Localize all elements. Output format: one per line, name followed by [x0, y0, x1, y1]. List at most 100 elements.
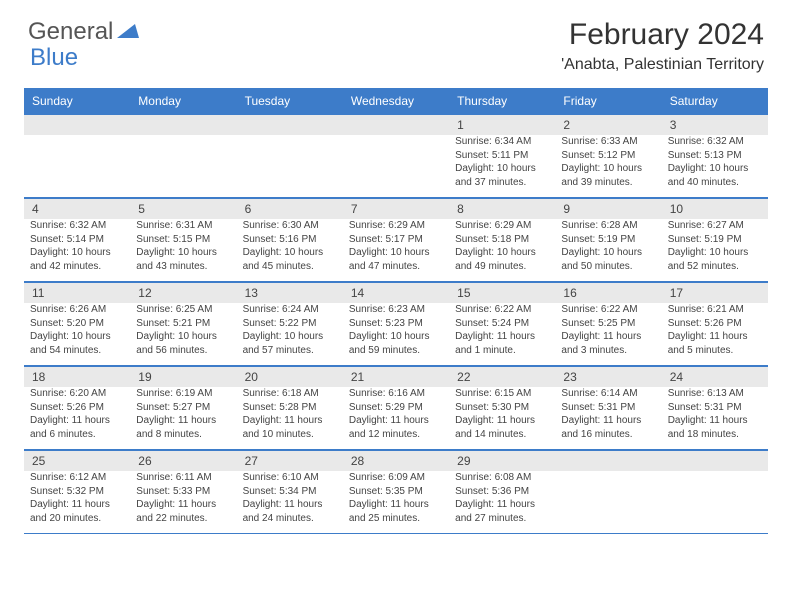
day-cell: Sunrise: 6:08 AMSunset: 5:36 PMDaylight:… [449, 471, 555, 533]
header: General February 2024 'Anabta, Palestini… [0, 0, 792, 82]
day-number: 10 [662, 199, 768, 219]
title-block: February 2024 'Anabta, Palestinian Terri… [561, 18, 764, 74]
day-number: 16 [555, 283, 661, 303]
sunset-text: Sunset: 5:11 PM [455, 149, 549, 163]
week-row: Sunrise: 6:12 AMSunset: 5:32 PMDaylight:… [24, 471, 768, 534]
sunset-text: Sunset: 5:18 PM [455, 233, 549, 247]
sunset-text: Sunset: 5:17 PM [349, 233, 443, 247]
day-number: 4 [24, 199, 130, 219]
sunrise-text: Sunrise: 6:19 AM [136, 387, 230, 401]
day-cell: Sunrise: 6:11 AMSunset: 5:33 PMDaylight:… [130, 471, 236, 533]
sunrise-text: Sunrise: 6:15 AM [455, 387, 549, 401]
sunset-text: Sunset: 5:28 PM [243, 401, 337, 415]
sunset-text: Sunset: 5:29 PM [349, 401, 443, 415]
daylight-text: Daylight: 10 hours and 52 minutes. [668, 246, 762, 273]
sunset-text: Sunset: 5:22 PM [243, 317, 337, 331]
daylight-text: Daylight: 11 hours and 5 minutes. [668, 330, 762, 357]
day-cell: Sunrise: 6:09 AMSunset: 5:35 PMDaylight:… [343, 471, 449, 533]
day-number: 27 [237, 451, 343, 471]
sunrise-text: Sunrise: 6:29 AM [455, 219, 549, 233]
sunset-text: Sunset: 5:23 PM [349, 317, 443, 331]
day-number: 15 [449, 283, 555, 303]
day-cell [130, 135, 236, 197]
day-cell: Sunrise: 6:30 AMSunset: 5:16 PMDaylight:… [237, 219, 343, 281]
day-cell: Sunrise: 6:19 AMSunset: 5:27 PMDaylight:… [130, 387, 236, 449]
daylight-text: Daylight: 10 hours and 54 minutes. [30, 330, 124, 357]
weekday-header: Monday [130, 88, 236, 114]
day-number [130, 115, 236, 135]
day-cell [555, 471, 661, 533]
daylight-text: Daylight: 11 hours and 1 minute. [455, 330, 549, 357]
daylight-text: Daylight: 10 hours and 57 minutes. [243, 330, 337, 357]
weekday-header: Sunday [24, 88, 130, 114]
daylight-text: Daylight: 11 hours and 22 minutes. [136, 498, 230, 525]
sunset-text: Sunset: 5:14 PM [30, 233, 124, 247]
day-number: 17 [662, 283, 768, 303]
day-number: 20 [237, 367, 343, 387]
day-number-strip: 123 [24, 114, 768, 135]
day-number-strip: 45678910 [24, 198, 768, 219]
sunrise-text: Sunrise: 6:31 AM [136, 219, 230, 233]
day-cell: Sunrise: 6:13 AMSunset: 5:31 PMDaylight:… [662, 387, 768, 449]
sunrise-text: Sunrise: 6:14 AM [561, 387, 655, 401]
daylight-text: Daylight: 11 hours and 16 minutes. [561, 414, 655, 441]
sunrise-text: Sunrise: 6:21 AM [668, 303, 762, 317]
day-number: 5 [130, 199, 236, 219]
day-cell [24, 135, 130, 197]
weekday-header: Thursday [449, 88, 555, 114]
day-number: 6 [237, 199, 343, 219]
month-title: February 2024 [561, 18, 764, 52]
day-number: 25 [24, 451, 130, 471]
day-number: 13 [237, 283, 343, 303]
daylight-text: Daylight: 10 hours and 47 minutes. [349, 246, 443, 273]
daylight-text: Daylight: 11 hours and 27 minutes. [455, 498, 549, 525]
day-number: 9 [555, 199, 661, 219]
daylight-text: Daylight: 10 hours and 39 minutes. [561, 162, 655, 189]
sunset-text: Sunset: 5:32 PM [30, 485, 124, 499]
sunrise-text: Sunrise: 6:24 AM [243, 303, 337, 317]
day-number: 21 [343, 367, 449, 387]
sunset-text: Sunset: 5:25 PM [561, 317, 655, 331]
day-number: 23 [555, 367, 661, 387]
location-text: 'Anabta, Palestinian Territory [561, 56, 764, 74]
daylight-text: Daylight: 11 hours and 24 minutes. [243, 498, 337, 525]
weekday-header: Tuesday [237, 88, 343, 114]
day-number: 22 [449, 367, 555, 387]
sunrise-text: Sunrise: 6:20 AM [30, 387, 124, 401]
sunset-text: Sunset: 5:15 PM [136, 233, 230, 247]
day-number: 11 [24, 283, 130, 303]
daylight-text: Daylight: 11 hours and 10 minutes. [243, 414, 337, 441]
sunrise-text: Sunrise: 6:22 AM [561, 303, 655, 317]
daylight-text: Daylight: 10 hours and 49 minutes. [455, 246, 549, 273]
sunrise-text: Sunrise: 6:28 AM [561, 219, 655, 233]
sunrise-text: Sunrise: 6:16 AM [349, 387, 443, 401]
day-cell: Sunrise: 6:33 AMSunset: 5:12 PMDaylight:… [555, 135, 661, 197]
daylight-text: Daylight: 11 hours and 25 minutes. [349, 498, 443, 525]
day-cell: Sunrise: 6:27 AMSunset: 5:19 PMDaylight:… [662, 219, 768, 281]
day-number [662, 451, 768, 471]
sunset-text: Sunset: 5:19 PM [668, 233, 762, 247]
sunrise-text: Sunrise: 6:32 AM [668, 135, 762, 149]
daylight-text: Daylight: 10 hours and 37 minutes. [455, 162, 549, 189]
sunset-text: Sunset: 5:31 PM [668, 401, 762, 415]
sunrise-text: Sunrise: 6:34 AM [455, 135, 549, 149]
week-row: Sunrise: 6:20 AMSunset: 5:26 PMDaylight:… [24, 387, 768, 450]
sunset-text: Sunset: 5:20 PM [30, 317, 124, 331]
day-number: 24 [662, 367, 768, 387]
day-number: 7 [343, 199, 449, 219]
daylight-text: Daylight: 11 hours and 12 minutes. [349, 414, 443, 441]
sunset-text: Sunset: 5:36 PM [455, 485, 549, 499]
day-number: 1 [449, 115, 555, 135]
day-number: 19 [130, 367, 236, 387]
daylight-text: Daylight: 11 hours and 6 minutes. [30, 414, 124, 441]
weekday-header: Saturday [662, 88, 768, 114]
daylight-text: Daylight: 11 hours and 20 minutes. [30, 498, 124, 525]
day-cell [237, 135, 343, 197]
day-number-strip: 11121314151617 [24, 282, 768, 303]
day-cell: Sunrise: 6:25 AMSunset: 5:21 PMDaylight:… [130, 303, 236, 365]
sunrise-text: Sunrise: 6:13 AM [668, 387, 762, 401]
sunset-text: Sunset: 5:30 PM [455, 401, 549, 415]
day-number: 28 [343, 451, 449, 471]
day-cell: Sunrise: 6:23 AMSunset: 5:23 PMDaylight:… [343, 303, 449, 365]
sunrise-text: Sunrise: 6:27 AM [668, 219, 762, 233]
